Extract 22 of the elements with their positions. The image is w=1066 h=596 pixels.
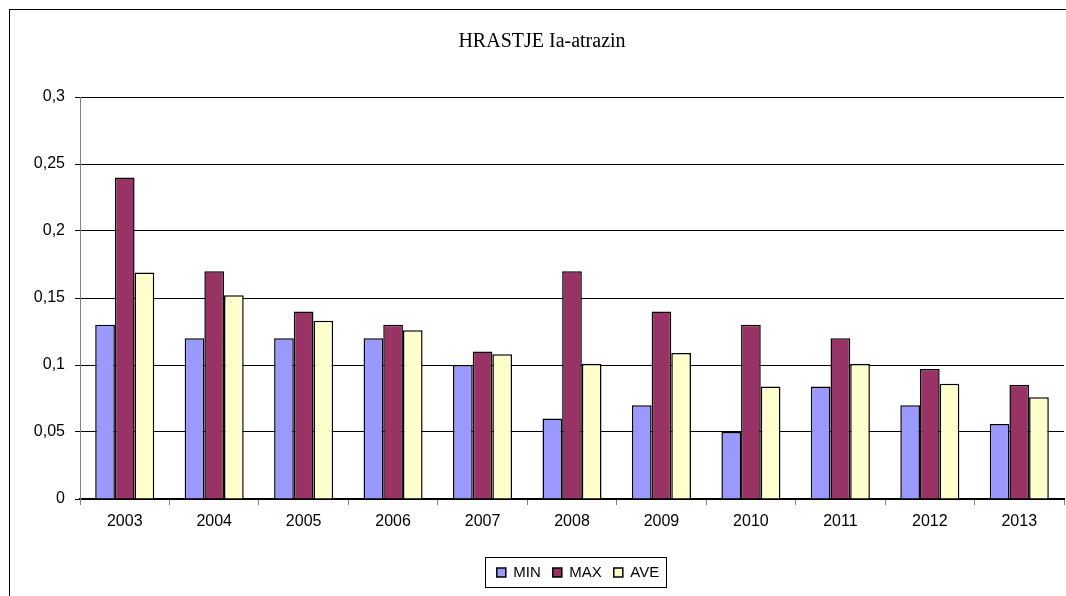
chart-title: HRASTJE Ia-atrazin [458, 29, 626, 52]
y-tick-label: 0,3 [42, 87, 66, 105]
y-tick-label: 0,25 [33, 154, 66, 172]
y-tick-label: 0 [56, 489, 66, 507]
x-tick-label: 2010 [733, 512, 769, 530]
y-tick-label: 0,05 [33, 422, 66, 440]
y-tick-label: 0,2 [42, 221, 66, 239]
x-tick-label: 2013 [1001, 512, 1038, 530]
x-tick-label: 2007 [464, 512, 501, 530]
legend-label: AVE [630, 562, 660, 580]
legend-label: MAX [569, 562, 602, 580]
x-tick-label: 2004 [196, 512, 233, 530]
x-tick-label: 2012 [912, 512, 948, 530]
x-tick-label: 2011 [823, 512, 858, 530]
x-tick-label: 2005 [285, 512, 322, 530]
legend-label: MIN [513, 562, 541, 580]
x-tick-label: 2009 [643, 512, 680, 530]
y-tick-label: 0,15 [33, 288, 66, 306]
x-tick-label: 2003 [106, 512, 143, 530]
x-tick-label: 2008 [554, 512, 590, 530]
y-tick-label: 0,1 [42, 355, 66, 373]
x-tick-label: 2006 [375, 512, 411, 530]
